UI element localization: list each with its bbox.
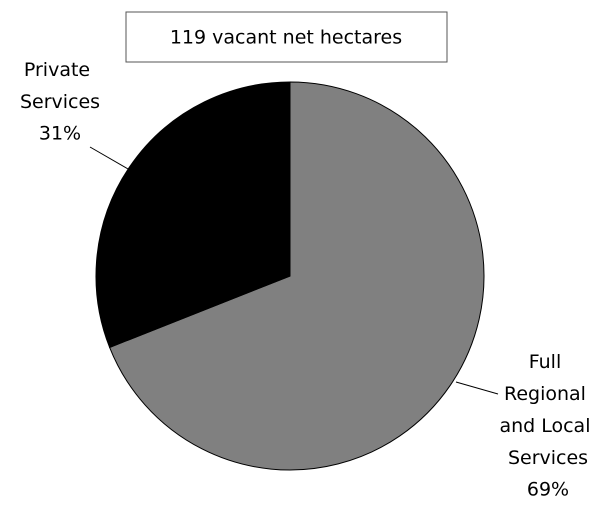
chart-title: 119 vacant net hectares [170, 27, 402, 49]
pie-slice [108, 81, 485, 471]
slice-label: Full Regional and Local Services [499, 351, 596, 469]
slice-value-label: 31% [39, 123, 81, 145]
leader-line [455, 381, 499, 395]
title-box [125, 11, 448, 63]
slice-label: Private Services [20, 59, 100, 113]
leader-line [89, 146, 129, 170]
slice-value-label: 69% [527, 479, 569, 501]
pie-slice [95, 81, 291, 349]
